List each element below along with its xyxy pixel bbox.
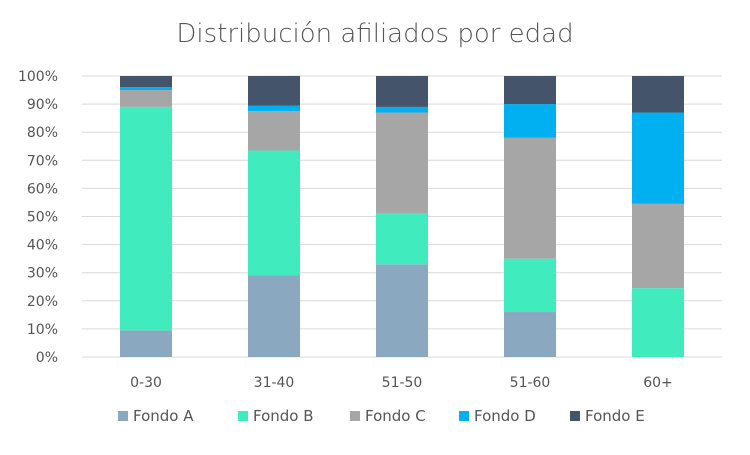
bar-segment (504, 104, 556, 138)
bar-segment (504, 258, 556, 313)
legend-swatch (459, 411, 469, 421)
y-tick-label: 10% (27, 322, 58, 338)
y-tick-label: 80% (27, 125, 58, 141)
legend-item: Fondo D (459, 407, 536, 425)
bar-segment (248, 105, 300, 112)
bar-segment (632, 203, 684, 289)
bar-segment (632, 76, 684, 113)
legend-label: Fondo C (365, 407, 426, 425)
legend: Fondo A Fondo B Fondo C Fondo D Fondo E (118, 407, 645, 425)
y-tick-label: 70% (27, 153, 58, 169)
y-tick-label: 60% (27, 181, 58, 197)
bar-segment (248, 76, 300, 106)
bar-segment (632, 288, 684, 357)
legend-label: Fondo D (474, 407, 536, 425)
y-tick-label: 90% (27, 97, 58, 113)
y-tick-label: 30% (27, 266, 58, 282)
bar-segment (376, 112, 428, 214)
legend-swatch (238, 411, 248, 421)
bar-segment (120, 87, 172, 91)
x-category-label: 60+ (643, 375, 673, 391)
legend-item: Fondo A (118, 407, 194, 425)
y-tick-label: 100% (18, 69, 58, 85)
x-category-label: 51-60 (510, 375, 551, 391)
x-category-label: 51-50 (382, 375, 423, 391)
bar-segment (504, 76, 556, 105)
bar-segment (248, 111, 300, 151)
bar-segment (248, 150, 300, 276)
legend-label: Fondo A (133, 407, 194, 425)
bar-segment (376, 76, 428, 107)
y-tick-label: 50% (27, 210, 58, 226)
bar-segment (632, 112, 684, 204)
y-axis-ticks: 0% 10% 20% 30% 40% 50% 60% 70% 80% 90% 100% (18, 69, 58, 366)
legend-item: Fondo B (238, 407, 314, 425)
legend-label: Fondo B (253, 407, 314, 425)
legend-item: Fondo C (350, 407, 426, 425)
legend-label: Fondo E (585, 407, 645, 425)
x-axis-labels: 0-30 31-40 51-50 51-60 60+ (130, 375, 673, 391)
chart-title: Distribución afiliados por edad (176, 19, 573, 49)
x-category-label: 31-40 (254, 375, 295, 391)
bar-segment (120, 76, 172, 88)
bar-segment (504, 312, 556, 357)
bar-segment (248, 275, 300, 357)
legend-item: Fondo E (570, 407, 645, 425)
bar-segment (120, 106, 172, 331)
bar-segment (120, 90, 172, 107)
x-category-label: 0-30 (130, 375, 162, 391)
legend-swatch (570, 411, 580, 421)
bars-layer (120, 76, 684, 357)
bar-segment (376, 106, 428, 113)
bar-segment (120, 330, 172, 357)
bar-segment (504, 137, 556, 259)
y-tick-label: 0% (36, 350, 58, 366)
legend-swatch (350, 411, 360, 421)
bar-segment (376, 213, 428, 265)
legend-swatch (118, 411, 128, 421)
bar-segment (376, 264, 428, 357)
y-tick-label: 20% (27, 294, 58, 310)
y-tick-label: 40% (27, 238, 58, 254)
